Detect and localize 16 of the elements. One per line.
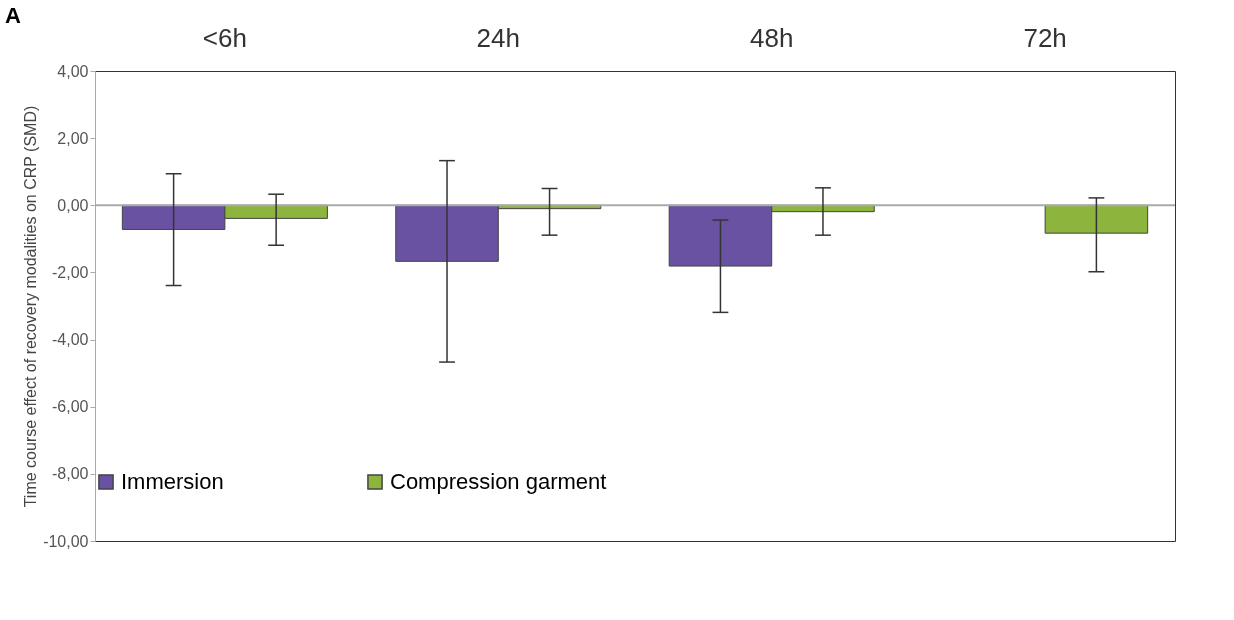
y-tick-label: 2,00 bbox=[57, 129, 89, 147]
y-tick-label: -10,00 bbox=[43, 532, 89, 550]
legend-label: Compression garment bbox=[390, 469, 607, 494]
y-tick-label: -8,00 bbox=[52, 465, 89, 483]
x-tick-label: <6h bbox=[202, 22, 247, 53]
text: A bbox=[5, 3, 21, 28]
y-axis-title: Time course effect of recovery modalities on CRP (SMD) bbox=[22, 105, 40, 508]
x-tick-label: 72h bbox=[1023, 22, 1067, 53]
y-tick-label: -6,00 bbox=[52, 398, 89, 416]
x-tick-label: 24h bbox=[476, 22, 520, 53]
y-tick-label: -4,00 bbox=[52, 331, 89, 349]
x-tick-label: 48h bbox=[750, 22, 794, 53]
y-tick-label: 0,00 bbox=[57, 196, 89, 214]
legend-label: Immersion bbox=[121, 469, 224, 494]
y-tick-label: -2,00 bbox=[52, 263, 89, 281]
y-tick-label: 4,00 bbox=[57, 62, 89, 80]
